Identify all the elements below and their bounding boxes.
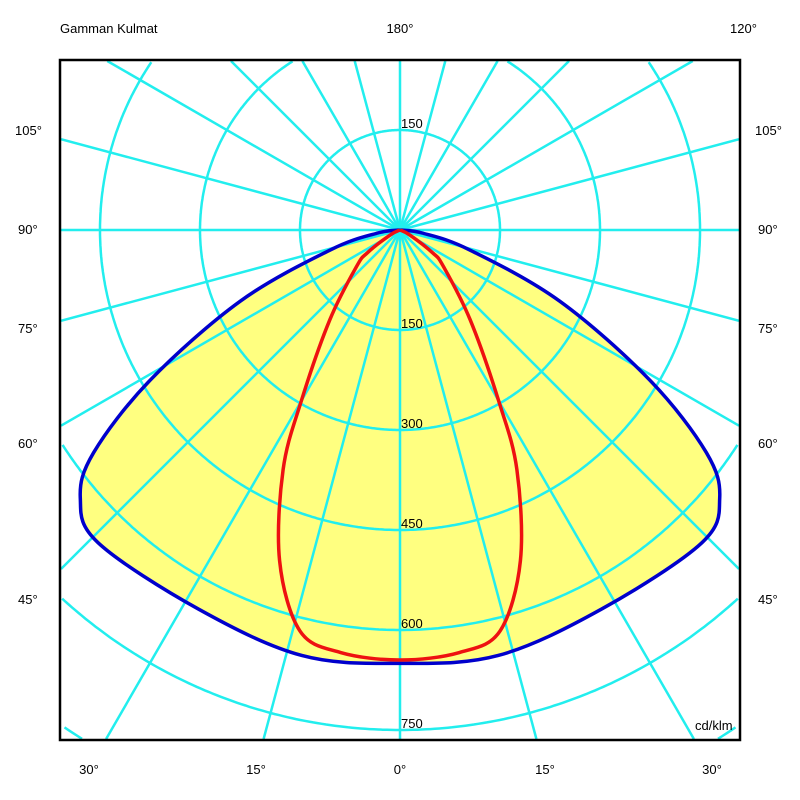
angle-label-bottom: 30° xyxy=(79,762,99,777)
grid-spoke xyxy=(398,61,447,231)
radial-tick-label: 600 xyxy=(401,616,423,631)
grid-spoke xyxy=(61,137,401,232)
plot-frame xyxy=(58,58,742,742)
grid-spoke xyxy=(262,229,402,739)
radial-tick-label: 450 xyxy=(401,516,423,531)
unit-label: cd/klm xyxy=(695,718,733,733)
angle-label-left: 105° xyxy=(15,123,42,138)
grid-spoke xyxy=(353,61,402,231)
angle-label-bottom: 30° xyxy=(702,762,722,777)
angle-label-bottom: 15° xyxy=(535,762,555,777)
grid-spoke xyxy=(399,61,570,231)
grid-spoke xyxy=(399,228,739,427)
angle-label-bottom: 15° xyxy=(246,762,266,777)
grid-spoke xyxy=(230,61,401,231)
grid-spoke xyxy=(398,229,538,739)
grid-spoke xyxy=(399,61,694,232)
angle-label-left: 90° xyxy=(18,222,38,237)
series-curve-1 xyxy=(276,228,524,662)
angle-label-right: 60° xyxy=(758,436,778,451)
grid-spoke xyxy=(61,228,401,427)
angle-label-top: 180° xyxy=(386,21,414,36)
grid-spoke xyxy=(61,229,401,570)
radial-tick-label: 300 xyxy=(401,416,423,431)
angle-label-right: 45° xyxy=(758,592,778,607)
grid-spoke xyxy=(106,61,401,232)
grid-spoke xyxy=(301,61,402,231)
grid-spoke xyxy=(105,229,402,739)
angle-label-left: 60° xyxy=(18,436,38,451)
angle-label-right: 75° xyxy=(758,321,778,336)
angle-label-bottom: 0° xyxy=(393,762,407,777)
radial-tick-label: 750 xyxy=(401,716,423,731)
radial-tick-label-top: 150 xyxy=(401,116,423,131)
polar-grid xyxy=(61,61,739,739)
radial-tick-label: 150 xyxy=(401,316,423,331)
angle-label-left: 75° xyxy=(18,321,38,336)
angle-label-left: 45° xyxy=(18,592,38,607)
angle-label-right: 90° xyxy=(758,222,778,237)
angle-label-right: 105° xyxy=(755,123,782,138)
grid-spoke xyxy=(399,229,739,570)
grid-spoke xyxy=(398,229,695,739)
grid-circle xyxy=(198,61,602,432)
series-curve-0 xyxy=(78,228,722,666)
grid-circle xyxy=(98,61,702,532)
grid-spoke xyxy=(399,137,739,232)
chart-title: Gamman Kulmat xyxy=(60,21,158,36)
angle-label-top-right: 120° xyxy=(730,21,757,36)
grid-circle xyxy=(63,726,737,739)
grid-spoke xyxy=(398,61,499,231)
